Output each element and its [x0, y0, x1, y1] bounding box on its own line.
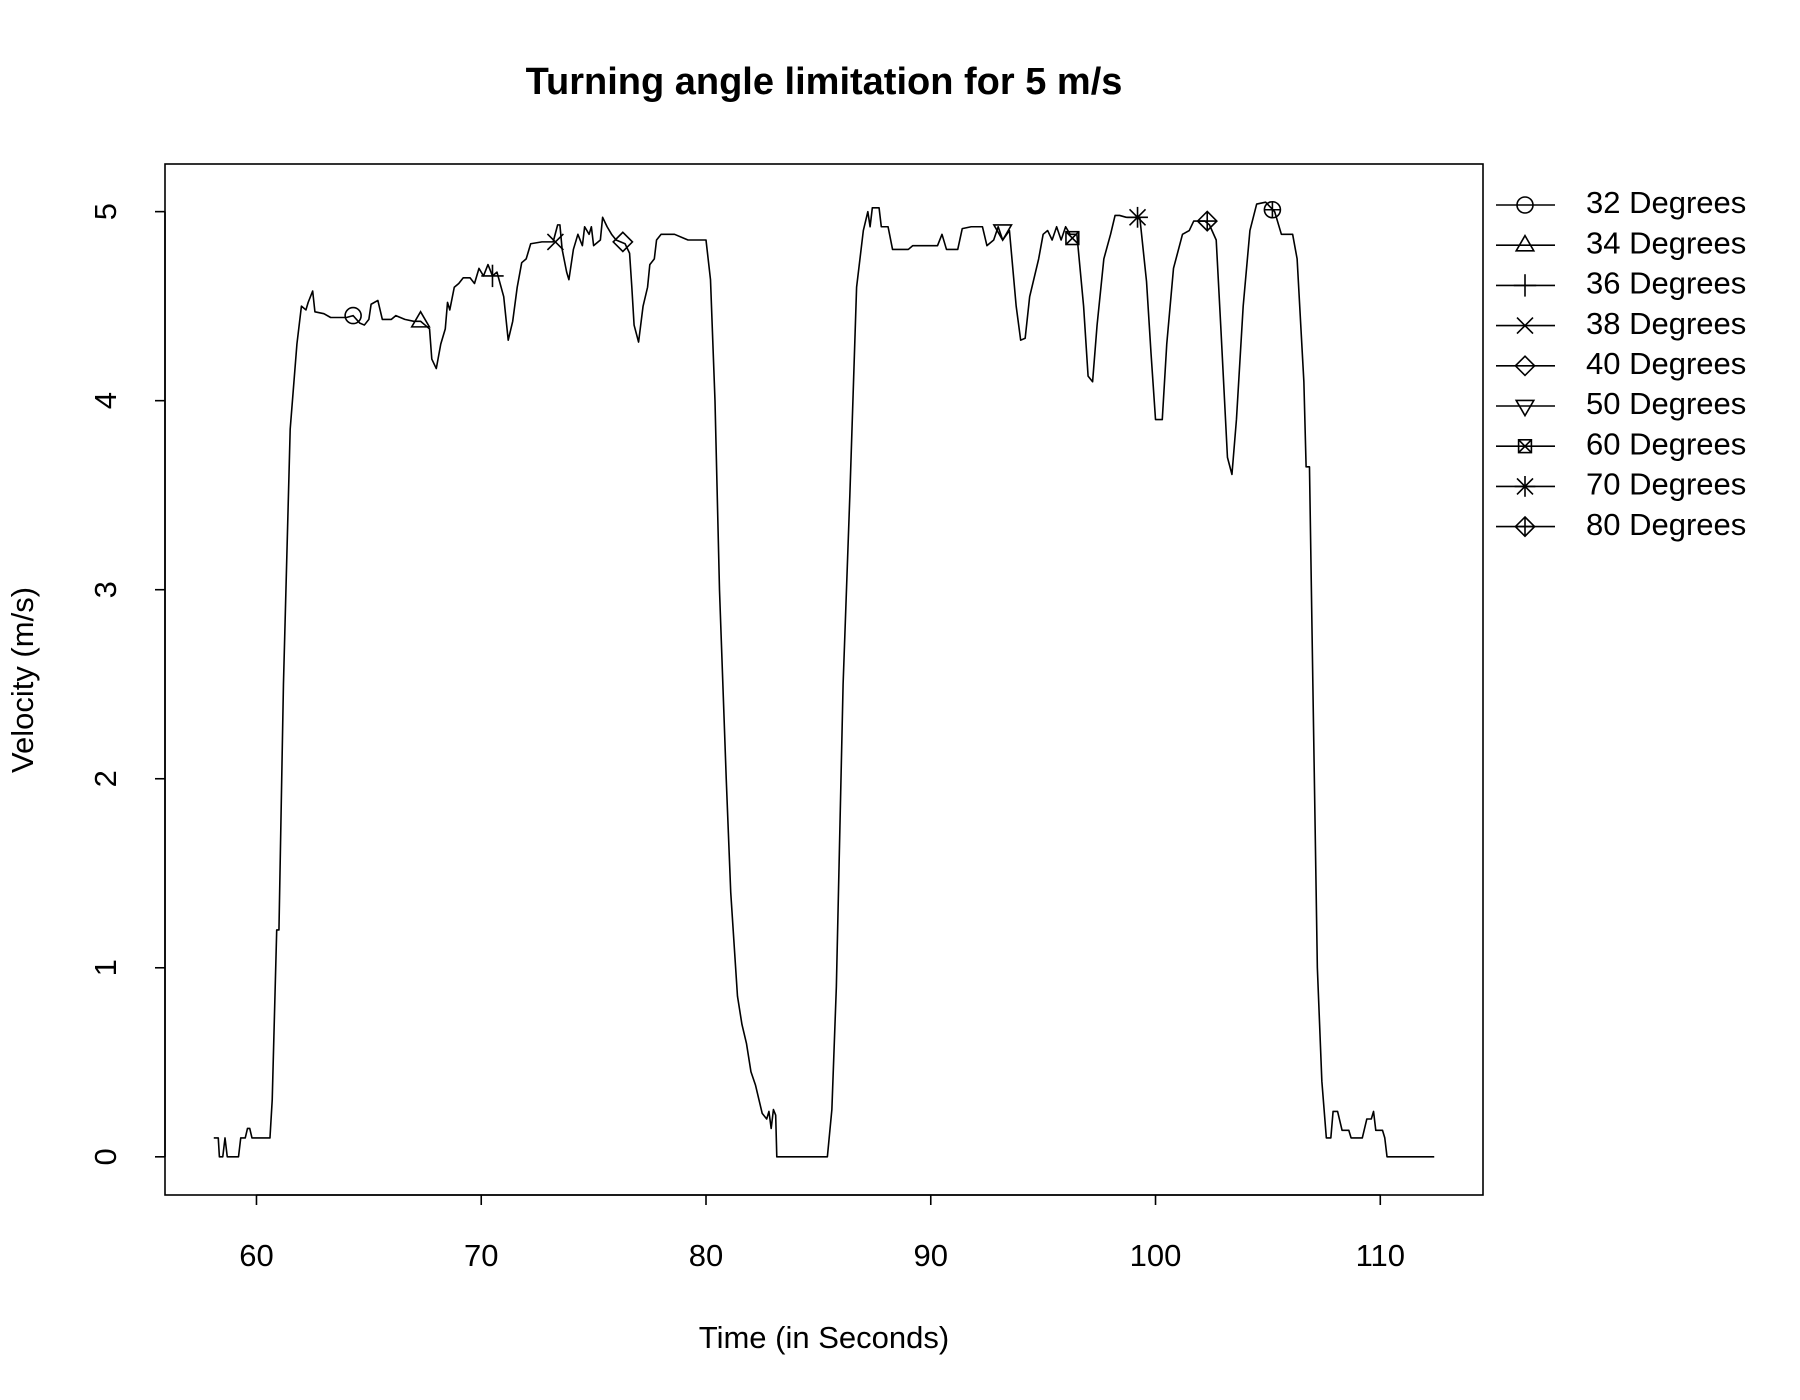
marker-part [1065, 230, 1080, 246]
point-marker [344, 306, 362, 325]
marker-part [344, 306, 362, 325]
marker-part [992, 224, 1013, 242]
legend-label: 80 Degrees [1586, 507, 1746, 542]
point-marker [612, 231, 634, 253]
marker-part [1518, 439, 1532, 454]
legend-label: 32 Degrees [1586, 185, 1746, 220]
y-tick-label: 2 [88, 770, 123, 787]
x-tick-label: 70 [464, 1238, 498, 1273]
y-tick-label: 4 [88, 392, 123, 409]
marker-part [1516, 317, 1534, 335]
point-marker [410, 310, 431, 328]
chart-title: Turning angle limitation for 5 m/s [526, 61, 1123, 103]
marker-part [546, 233, 564, 251]
point-marker [481, 264, 504, 288]
legend-marker [1514, 515, 1536, 538]
legend-marker [1514, 399, 1536, 418]
legend-marker [1516, 317, 1534, 335]
marker-part [1517, 438, 1533, 454]
legend-marker [1514, 355, 1536, 377]
y-axis-label: Velocity (m/s) [5, 587, 40, 773]
legend-marker [1514, 234, 1536, 252]
x-tick-label: 60 [239, 1238, 273, 1273]
x-tick-label: 80 [689, 1238, 723, 1273]
legend-label: 36 Degrees [1586, 266, 1746, 301]
x-tick-label: 90 [914, 1238, 948, 1273]
marker-part [1128, 208, 1147, 226]
legend-label: 60 Degrees [1586, 426, 1746, 461]
marker-part [612, 231, 634, 253]
legend-marker [1516, 196, 1534, 214]
legend-label: 50 Degrees [1586, 386, 1746, 421]
legend-label: 70 Degrees [1586, 467, 1746, 502]
marker-part [1514, 355, 1536, 377]
legend-marker [1513, 274, 1537, 297]
point-marker [1065, 230, 1080, 246]
point-marker [546, 233, 564, 251]
legend-marker [1514, 476, 1536, 497]
y-tick-label: 5 [88, 203, 123, 220]
point-marker [1263, 200, 1282, 219]
y-tick-label: 3 [88, 581, 123, 598]
point-marker [1196, 210, 1218, 232]
marker-part [1516, 196, 1534, 214]
x-tick-label: 100 [1130, 1238, 1182, 1273]
legend-label: 34 Degrees [1586, 225, 1746, 260]
marker-part [1514, 234, 1536, 252]
x-axis-label: Time (in Seconds) [699, 1320, 949, 1355]
legend-label: 38 Degrees [1586, 306, 1746, 341]
legend-marker [1517, 438, 1533, 454]
marker-part [1516, 477, 1534, 495]
marker-part [410, 310, 431, 328]
point-marker [1127, 206, 1148, 228]
marker-part [1514, 399, 1536, 418]
y-tick-label: 1 [88, 959, 123, 976]
marker-part [1065, 231, 1080, 246]
y-tick-label: 0 [88, 1148, 123, 1165]
point-marker [992, 224, 1013, 242]
x-tick-label: 110 [1356, 1238, 1405, 1273]
legend-label: 40 Degrees [1586, 346, 1746, 381]
